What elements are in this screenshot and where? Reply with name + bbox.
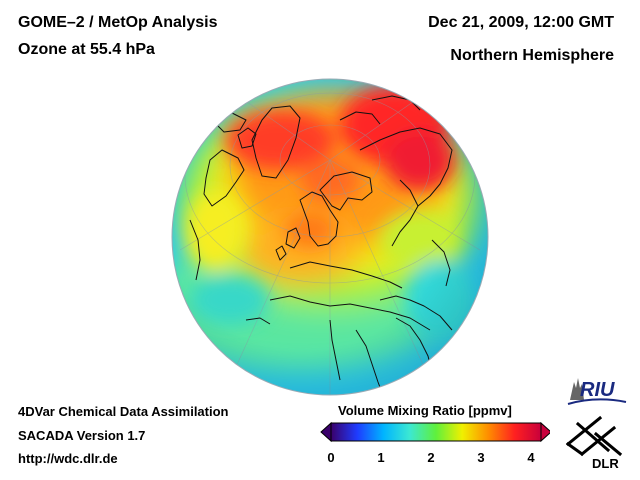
riu-logo: RIU (567, 378, 627, 405)
region-label: Northern Hemisphere (450, 47, 614, 64)
colorbar-gradient (330, 422, 542, 442)
colorbar-title: Volume Mixing Ratio [ppmv] (338, 403, 512, 418)
website-link[interactable]: http://wdc.dlr.de (18, 451, 118, 466)
colorbar-high-arrow (540, 421, 550, 443)
analysis-title: GOME–2 / MetOp Analysis (18, 14, 218, 31)
colorbar-tick-3: 3 (477, 450, 485, 465)
dlr-logo: DLR (565, 415, 623, 470)
colorbar (320, 421, 550, 443)
riu-logo-text: RIU (580, 379, 615, 401)
quantity-label: Ozone at 55.4 hPa (18, 41, 155, 58)
colorbar-tick-1: 1 (377, 450, 385, 465)
colorbar-low-arrow (320, 421, 332, 443)
version-label: SACADA Version 1.7 (18, 428, 146, 443)
method-label: 4DVar Chemical Data Assimilation (18, 404, 229, 419)
date-time-label: Dec 21, 2009, 12:00 GMT (428, 14, 614, 31)
colorbar-tick-4: 4 (527, 450, 535, 465)
dlr-logo-text: DLR (592, 456, 619, 470)
colorbar-tick-2: 2 (427, 450, 435, 465)
colorbar-tick-0: 0 (327, 450, 335, 465)
